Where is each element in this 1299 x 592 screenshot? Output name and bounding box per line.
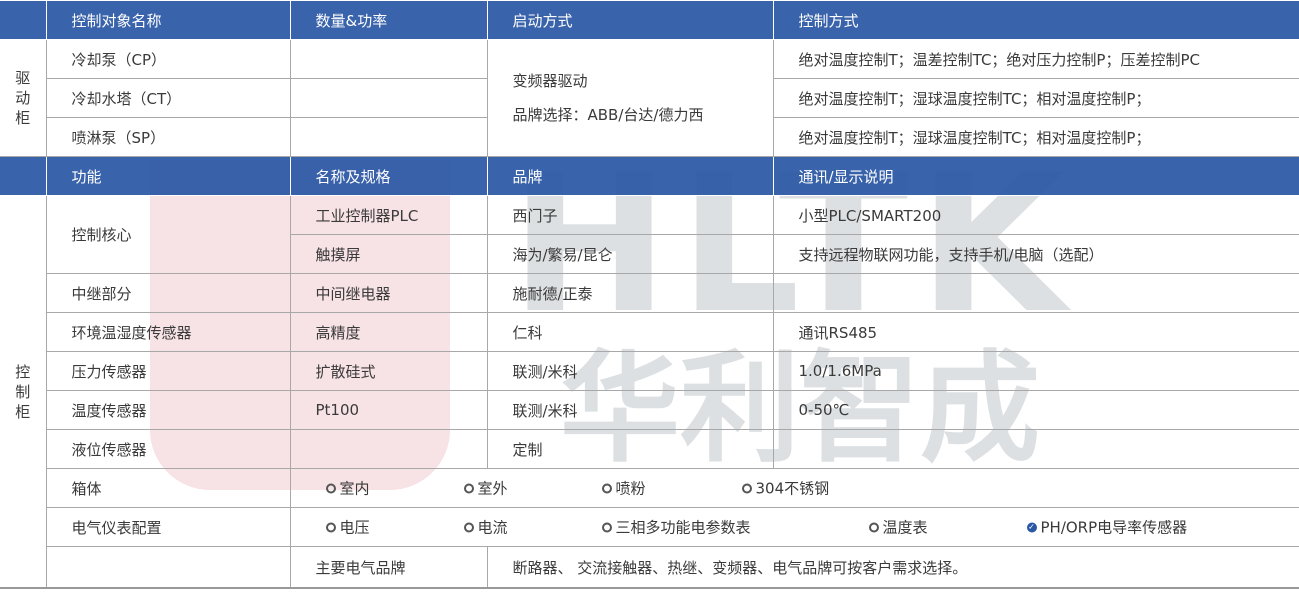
brands-text: 断路器、 交流接触器、热继、变频器、电气品牌可按客户需求选择。 xyxy=(486,546,1299,589)
spec-cell: 高精度 xyxy=(289,312,488,352)
table-row: 压力传感器 扩散硅式 联测/米科 1.0/1.6MPa xyxy=(0,351,1299,391)
spec-cell: 触摸屏 xyxy=(289,234,488,274)
option-ph-orp[interactable]: ✓ PH/ORP电导率传感器 xyxy=(1026,518,1188,537)
drive-cabinet-label: 驱动柜 xyxy=(0,39,47,157)
radio-icon xyxy=(601,483,612,493)
table-row: 箱体 室内 室外 喷粉 304不锈钢 xyxy=(0,468,1299,508)
control-header-row: 功能 名称及规格 品牌 通讯/显示说明 xyxy=(0,156,1299,196)
function-cell: 环境温湿度传感器 xyxy=(45,312,291,352)
table-row: 中继部分 中间继电器 施耐德/正泰 xyxy=(0,273,1299,313)
spec-cell xyxy=(289,429,488,469)
control-method: 绝对温度控制T；湿球温度控制TC；相对温度控制P； xyxy=(772,78,1299,118)
table-row: 喷淋泵（SP） 绝对温度控制T；湿球温度控制TC；相对温度控制P； xyxy=(0,117,1299,157)
option-indoor[interactable]: 室内 xyxy=(325,478,370,499)
brand-cell: 施耐德/正泰 xyxy=(486,273,774,313)
note-cell xyxy=(772,273,1299,313)
object-name: 冷却水塔（CT） xyxy=(45,78,291,118)
header-cell: 控制对象名称 xyxy=(45,0,291,40)
header-cell: 数量&功率 xyxy=(289,0,488,40)
radio-icon xyxy=(463,483,474,493)
table-row: 电气仪表配置 电压 电流 三相多功能电参数表 温度表 ✓ PH/ORP电导率传感器 xyxy=(0,507,1299,547)
note-cell: 小型PLC/SMART200 xyxy=(772,195,1299,235)
note-cell xyxy=(772,429,1299,469)
radio-icon xyxy=(601,522,612,532)
box-options: 室内 室外 喷粉 304不锈钢 xyxy=(289,468,1299,508)
brand-cell: 仁科 xyxy=(486,312,774,352)
drive-header-row: 控制对象名称 数量&功率 启动方式 控制方式 xyxy=(0,0,1299,40)
table-row: 环境温湿度传感器 高精度 仁科 通讯RS485 xyxy=(0,312,1299,352)
table-row: 主要电气品牌 断路器、 交流接触器、热继、变频器、电气品牌可按客户需求选择。 xyxy=(0,546,1299,589)
brand-cell: 联测/米科 xyxy=(486,390,774,430)
header-cell: 通讯/显示说明 xyxy=(772,156,1299,196)
start-method: 变频器驱动 品牌选择：ABB/台达/德力西 xyxy=(486,39,774,157)
control-method: 绝对温度控制T；温差控制TC；绝对压力控制P；压差控制PC xyxy=(772,39,1299,79)
option-stainless[interactable]: 304不锈钢 xyxy=(741,478,829,499)
radio-icon xyxy=(741,483,752,493)
brand-cell: 定制 xyxy=(486,429,774,469)
note-cell: 支持远程物联网功能，支持手机/电脑（选配） xyxy=(772,234,1299,274)
function-cell: 主要电气品牌 xyxy=(289,546,488,589)
option-current[interactable]: 电流 xyxy=(463,517,508,538)
brand-cell: 海为/繁易/昆仑 xyxy=(486,234,774,274)
check-icon: ✓ xyxy=(1026,522,1037,532)
header-cell: 功能 xyxy=(45,156,291,196)
header-cell: 名称及规格 xyxy=(289,156,488,196)
object-name: 喷淋泵（SP） xyxy=(45,117,291,157)
table-row: 驱动柜 冷却泵（CP） 变频器驱动 品牌选择：ABB/台达/德力西 绝对温度控制T… xyxy=(0,39,1299,157)
spec-cell: Pt100 xyxy=(289,390,488,430)
function-cell: 电气仪表配置 xyxy=(45,507,291,547)
option-power-meter[interactable]: 三相多功能电参数表 xyxy=(601,517,751,538)
note-cell: 通讯RS485 xyxy=(772,312,1299,352)
note-cell: 1.0/1.6MPa xyxy=(772,351,1299,391)
quantity-power xyxy=(289,117,488,157)
radio-icon xyxy=(463,522,474,532)
option-thermometer[interactable]: 温度表 xyxy=(868,517,928,538)
function-cell: 箱体 xyxy=(45,468,291,508)
radio-icon xyxy=(325,522,336,532)
option-powder[interactable]: 喷粉 xyxy=(601,478,646,499)
function-cell: 压力传感器 xyxy=(45,351,291,391)
control-cabinet-label: 控制柜 xyxy=(0,195,47,589)
function-cell: 温度传感器 xyxy=(45,390,291,430)
object-name: 冷却泵（CP） xyxy=(45,39,291,79)
function-cell: 中继部分 xyxy=(45,273,291,313)
radio-icon xyxy=(325,483,336,493)
brand-cell: 西门子 xyxy=(486,195,774,235)
table-row: 冷却水塔（CT） 绝对温度控制T；湿球温度控制TC；相对温度控制P； xyxy=(0,78,1299,118)
option-voltage[interactable]: 电压 xyxy=(325,517,370,538)
quantity-power xyxy=(289,39,488,79)
header-cell: 控制方式 xyxy=(772,0,1299,40)
function-cell: 液位传感器 xyxy=(45,429,291,469)
table-row: 液位传感器 定制 xyxy=(0,429,1299,469)
meter-options: 电压 电流 三相多功能电参数表 温度表 ✓ PH/ORP电导率传感器 xyxy=(289,507,1299,547)
brand-cell: 联测/米科 xyxy=(486,351,774,391)
header-cell: 品牌 xyxy=(486,156,774,196)
table-row: 温度传感器 Pt100 联测/米科 0-50℃ xyxy=(0,390,1299,430)
control-method: 绝对温度控制T；湿球温度控制TC；相对温度控制P； xyxy=(772,117,1299,157)
table-row: 控制柜 控制核心 工业控制器PLC 西门子 小型PLC/SMART200 xyxy=(0,195,1299,589)
radio-icon xyxy=(868,522,879,532)
header-cell: 启动方式 xyxy=(486,0,774,40)
spec-cell: 工业控制器PLC xyxy=(289,195,488,235)
note-cell: 0-50℃ xyxy=(772,390,1299,430)
table-row: 触摸屏 海为/繁易/昆仑 支持远程物联网功能，支持手机/电脑（选配） xyxy=(0,234,1299,274)
function-cell: 控制核心 xyxy=(45,195,291,274)
option-outdoor[interactable]: 室外 xyxy=(463,478,508,499)
spec-cell: 扩散硅式 xyxy=(289,351,488,391)
spec-cell: 中间继电器 xyxy=(289,273,488,313)
quantity-power xyxy=(289,78,488,118)
